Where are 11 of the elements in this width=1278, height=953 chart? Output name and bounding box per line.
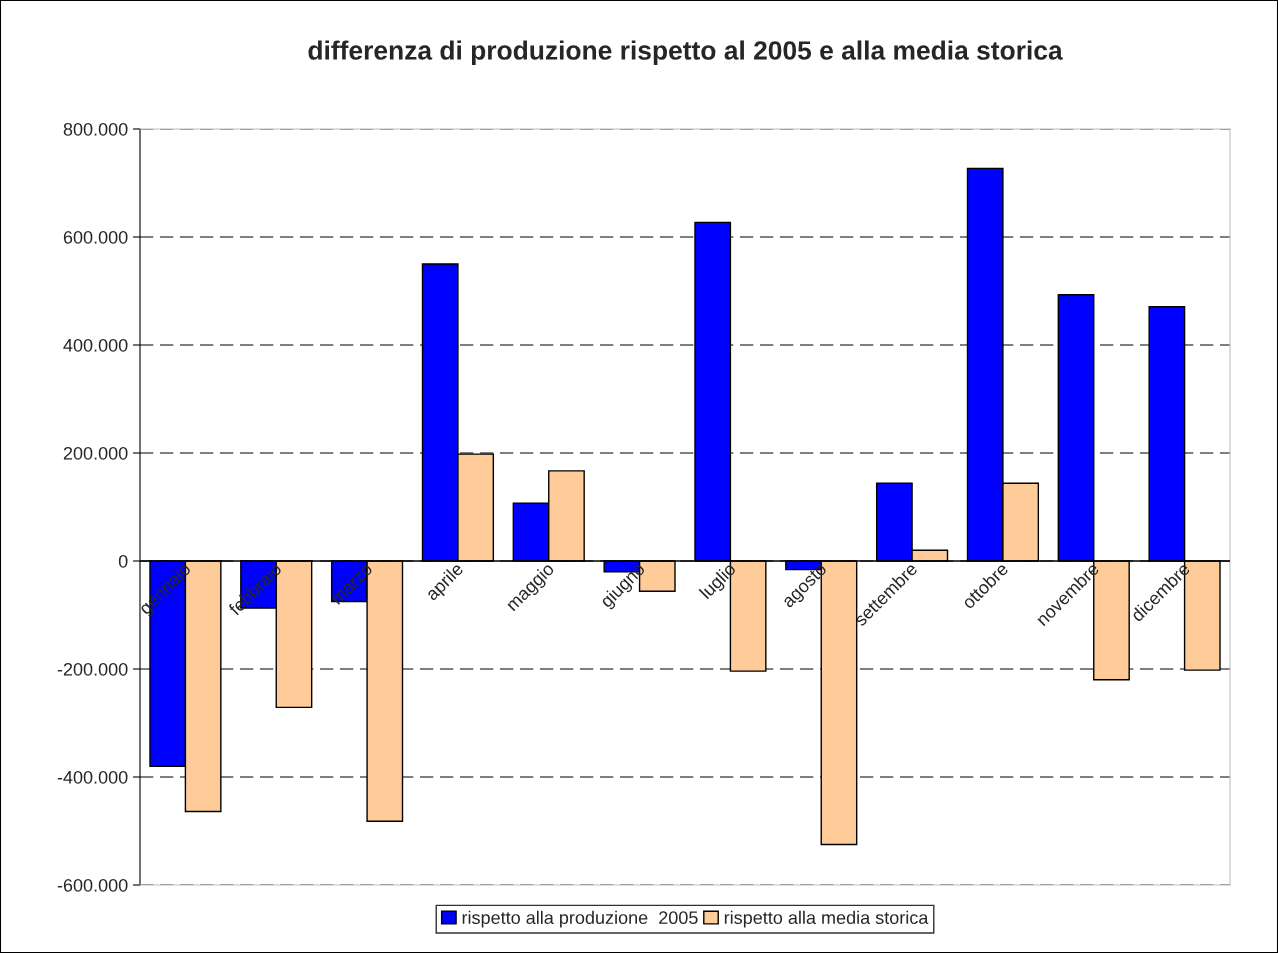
y-tick-label: -200.000	[57, 662, 128, 676]
legend-label: rispetto alla media storica	[724, 910, 929, 928]
y-tick-label: 0	[118, 554, 128, 568]
y-tick-label: 800.000	[63, 122, 128, 136]
y-tick-label: 200.000	[63, 446, 128, 460]
y-tick-label: -400.000	[57, 770, 128, 784]
y-tick-label: 400.000	[63, 338, 128, 352]
legend-label: rispetto alla produzione 2005	[462, 910, 698, 928]
y-tick-label: 600.000	[63, 230, 128, 244]
y-tick-label: -600.000	[57, 878, 128, 892]
chart-title: differenza di produzione rispetto al 2005 e alla media storica	[308, 40, 1063, 66]
